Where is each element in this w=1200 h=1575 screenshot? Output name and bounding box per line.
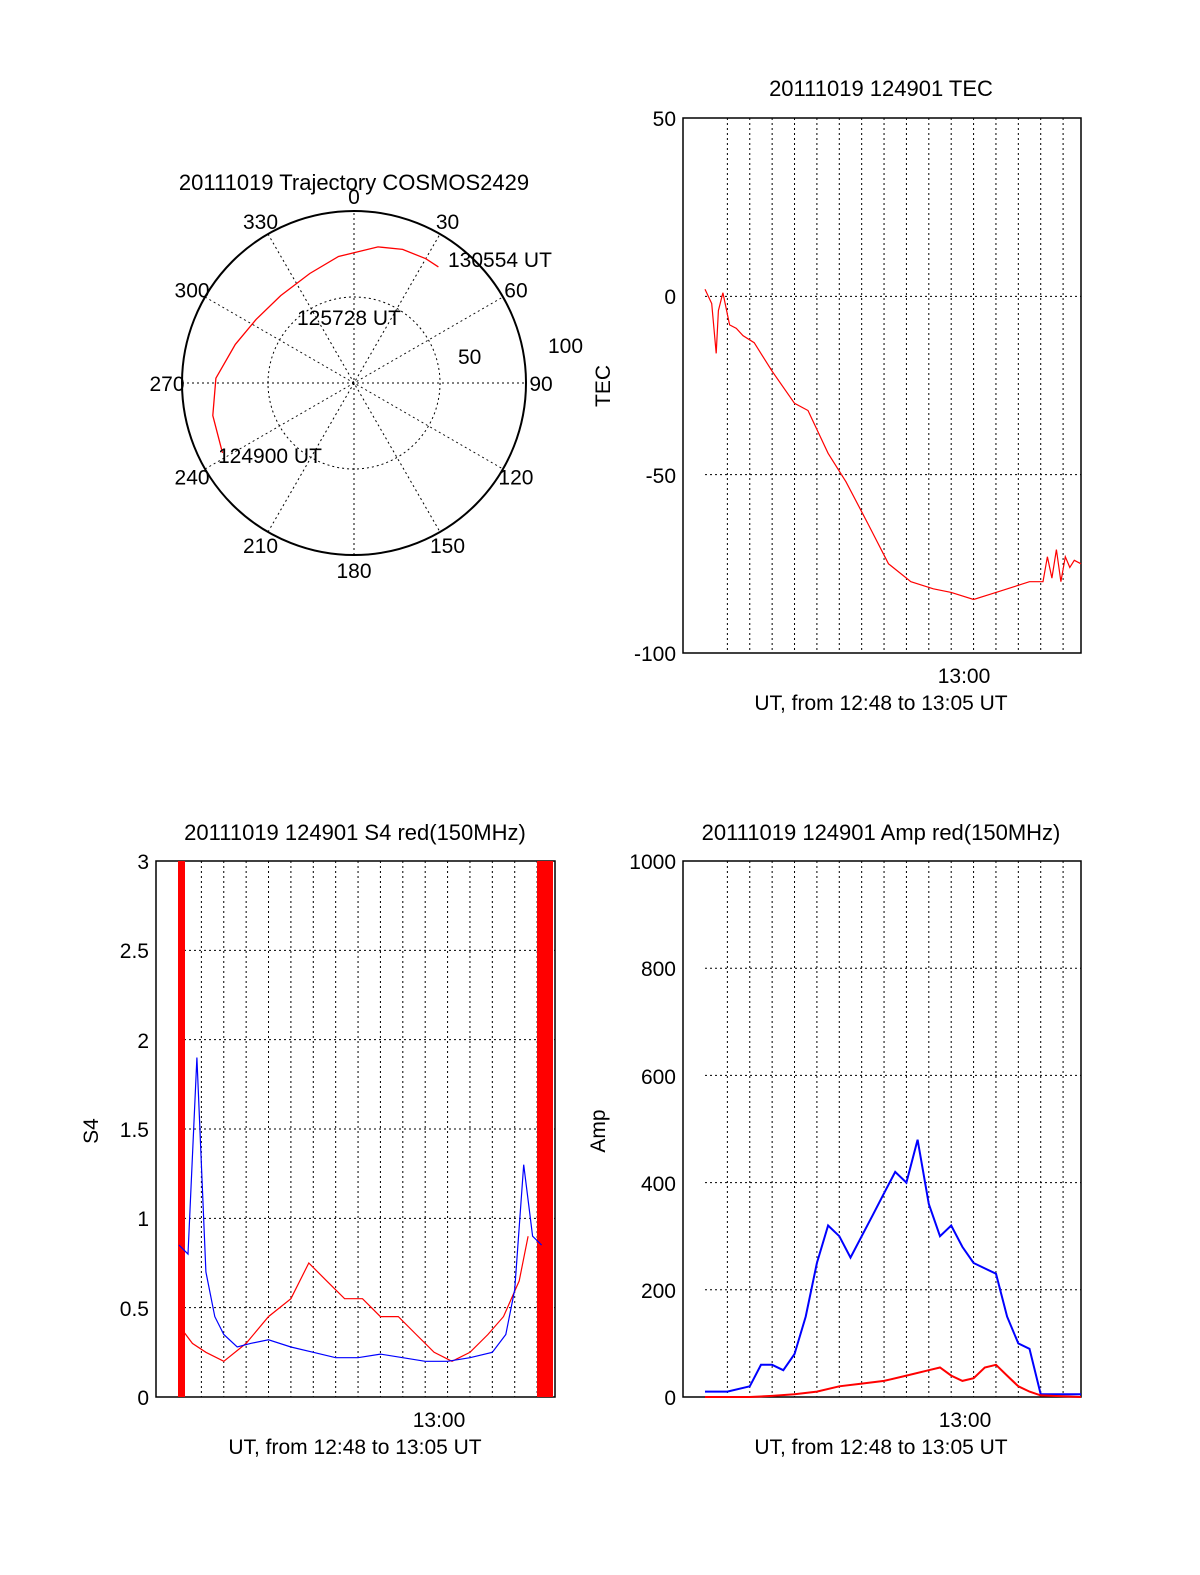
polar-title: 20111019 Trajectory COSMOS2429 — [179, 170, 529, 195]
s4-panel: 20111019 124901 S4 red(150MHz) 3 2.5 2 1… — [80, 820, 556, 1459]
tec-ylabel: TEC — [592, 365, 615, 407]
tec-ytick-0: 0 — [664, 286, 676, 309]
amp-title: 20111019 124901 Amp red(150MHz) — [702, 820, 1061, 845]
tec-ytick-minus100: -100 — [634, 643, 676, 666]
s4-ytick-2: 2 — [137, 1030, 149, 1053]
polar-trajectory-line — [212, 246, 439, 454]
amp-xlabel: UT, from 12:48 to 13:05 UT — [754, 1436, 1007, 1459]
polar-panel: 20111019 Trajectory COSMOS2429 0 30 60 90 12… — [149, 170, 583, 583]
s4-ytick-2-5: 2.5 — [120, 940, 149, 963]
polar-azimuth-label: 0 — [348, 186, 360, 209]
amp-ytick-800: 800 — [641, 958, 676, 981]
s4-red-saturation-left — [178, 861, 185, 1397]
polar-azimuth-label: 30 — [436, 211, 459, 234]
amp-ytick-0: 0 — [664, 1387, 676, 1410]
s4-title: 20111019 124901 S4 red(150MHz) — [184, 820, 526, 845]
polar-annotation-start: 124900 UT — [218, 445, 322, 468]
s4-series-red-line — [178, 1236, 529, 1363]
s4-ylabel: S4 — [80, 1118, 103, 1144]
polar-elev-label-100: 100 — [548, 335, 583, 358]
polar-azimuth-label: 150 — [430, 535, 465, 558]
amp-ytick-600: 600 — [641, 1066, 676, 1089]
polar-azimuth-label: 90 — [529, 373, 552, 396]
polar-spokes — [182, 211, 526, 555]
amp-ylabel: Amp — [587, 1109, 610, 1152]
polar-azimuth-label: 300 — [175, 280, 210, 303]
polar-azimuth-label: 60 — [504, 280, 527, 303]
amp-series-blue-line — [705, 1139, 1081, 1396]
s4-ytick-0: 0 — [137, 1387, 149, 1410]
amp-panel: 20111019 124901 Amp red(150MHz) 1000 800… — [587, 820, 1082, 1459]
amp-grid — [705, 861, 1081, 1397]
s4-grid — [179, 861, 555, 1397]
s4-ytick-0-5: 0.5 — [120, 1298, 149, 1321]
polar-annotation-mid: 125728 UT — [297, 307, 401, 330]
amp-ytick-1000: 1000 — [629, 851, 676, 874]
amp-ytick-200: 200 — [641, 1280, 676, 1303]
polar-azimuth-label: 120 — [498, 467, 533, 490]
amp-ytick-400: 400 — [641, 1173, 676, 1196]
s4-series-blue-line — [178, 1057, 543, 1362]
polar-azimuth-label: 270 — [149, 373, 184, 396]
s4-frame — [155, 860, 556, 1398]
s4-ytick-3: 3 — [137, 851, 149, 874]
polar-inner-circle — [267, 296, 441, 470]
tec-grid — [705, 118, 1081, 653]
s4-ytick-1: 1 — [137, 1208, 149, 1231]
polar-azimuth-label: 180 — [336, 560, 371, 583]
tec-title: 20111019 124901 TEC — [769, 76, 993, 101]
amp-series-red-line — [705, 1363, 1082, 1398]
tec-panel: 20111019 124901 TEC 50 0 -50 -100 TEC 13… — [592, 76, 1082, 715]
tec-ytick-50: 50 — [653, 108, 676, 131]
polar-azimuth-label: 330 — [243, 211, 278, 234]
polar-elev-label-50: 50 — [458, 346, 481, 369]
tec-series-line — [704, 288, 1082, 601]
tec-ytick-minus50: -50 — [646, 465, 676, 488]
s4-ytick-1-5: 1.5 — [120, 1119, 149, 1142]
amp-frame — [682, 860, 1082, 1398]
s4-red-saturation-right — [537, 861, 553, 1397]
polar-azimuth-label: 240 — [175, 467, 210, 490]
polar-azimuth-label: 210 — [243, 535, 278, 558]
tec-xlabel: UT, from 12:48 to 13:05 UT — [754, 692, 1007, 715]
s4-xlabel: UT, from 12:48 to 13:05 UT — [228, 1436, 481, 1459]
polar-spoke — [267, 233, 441, 533]
tec-xtick-1300: 13:00 — [938, 665, 991, 688]
s4-xtick-1300: 13:00 — [413, 1409, 466, 1432]
tec-frame — [682, 117, 1082, 654]
polar-azimuth-labels: 0 30 60 90 120 150 180 210 240 270 300 330 — [149, 186, 552, 583]
amp-xtick-1300: 13:00 — [939, 1409, 992, 1432]
polar-annotation-end: 130554 UT — [448, 249, 552, 272]
